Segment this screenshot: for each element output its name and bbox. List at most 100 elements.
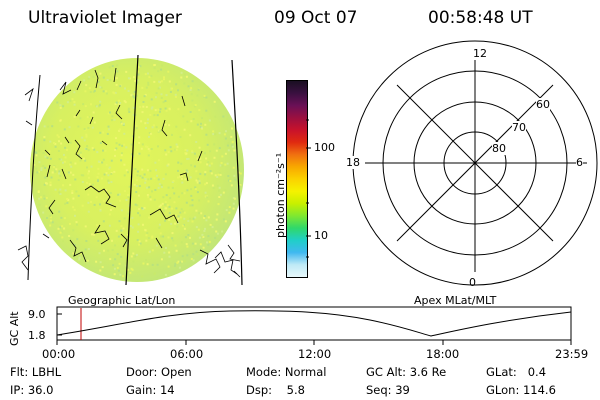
speckle-dot bbox=[138, 136, 141, 139]
speckle-dot bbox=[48, 215, 51, 217]
speckle-dot bbox=[171, 232, 174, 235]
speckle-layer bbox=[33, 64, 242, 278]
speckle-dot bbox=[167, 70, 170, 73]
speckle-dot bbox=[218, 189, 220, 192]
speckle-dot bbox=[177, 215, 180, 218]
speckle-dot bbox=[123, 122, 125, 125]
speckle-dot bbox=[34, 151, 37, 154]
speckle-dot bbox=[160, 258, 163, 261]
speckle-dot bbox=[135, 253, 138, 256]
speckle-dot bbox=[87, 201, 90, 204]
speckle-dot bbox=[163, 203, 166, 206]
speckle-dot bbox=[216, 213, 219, 216]
speckle-dot bbox=[120, 225, 123, 228]
speckle-dot bbox=[216, 184, 219, 187]
speckle-dot bbox=[68, 235, 71, 237]
speckle-dot bbox=[136, 239, 139, 242]
speckle-dot bbox=[116, 64, 119, 67]
speckle-dot bbox=[171, 237, 174, 240]
speckle-dot bbox=[174, 214, 177, 217]
apex-caption: Apex MLat/MLT bbox=[414, 294, 497, 307]
speckle-dot bbox=[132, 76, 135, 79]
speckle-dot bbox=[137, 70, 140, 73]
mlat-label-80: 80 bbox=[492, 142, 506, 155]
speckle-dot bbox=[107, 249, 110, 252]
speckle-dot bbox=[85, 135, 88, 138]
speckle-dot bbox=[212, 133, 215, 136]
speckle-dot bbox=[63, 217, 66, 220]
speckle-dot bbox=[107, 174, 110, 177]
speckle-dot bbox=[114, 103, 117, 106]
speckle-dot bbox=[87, 248, 90, 250]
speckle-dot bbox=[180, 241, 183, 244]
speckle-dot bbox=[204, 123, 207, 126]
speckle-dot bbox=[147, 195, 150, 198]
speckle-dot bbox=[88, 76, 91, 79]
speckle-dot bbox=[71, 98, 74, 101]
speckle-dot bbox=[107, 168, 110, 170]
speckle-dot bbox=[113, 170, 116, 173]
speckle-dot bbox=[120, 209, 123, 212]
speckle-dot bbox=[171, 133, 173, 136]
speckle-dot bbox=[148, 149, 151, 152]
speckle-dot bbox=[130, 143, 133, 146]
longitude-line bbox=[231, 59, 243, 286]
speckle-dot bbox=[168, 124, 171, 127]
speckle-dot bbox=[86, 259, 89, 262]
speckle-dot bbox=[81, 204, 84, 207]
speckle-dot bbox=[223, 133, 226, 136]
speckle-dot bbox=[229, 202, 232, 205]
speckle-dot bbox=[168, 107, 171, 110]
speckle-dot bbox=[72, 229, 75, 232]
speckle-dot bbox=[99, 203, 101, 206]
speckle-dot bbox=[179, 136, 182, 138]
speckle-dot bbox=[147, 237, 150, 240]
title: Ultraviolet Imager bbox=[28, 8, 182, 28]
speckle-dot bbox=[224, 163, 227, 166]
speckle-dot bbox=[158, 86, 161, 89]
speckle-dot bbox=[206, 196, 209, 199]
speckle-dot bbox=[145, 234, 148, 237]
speckle-dot bbox=[123, 100, 126, 103]
uv-disk bbox=[30, 58, 244, 282]
speckle-dot bbox=[144, 93, 147, 96]
time-tick: 06:00 bbox=[170, 347, 204, 361]
speckle-dot bbox=[59, 193, 62, 195]
speckle-dot bbox=[155, 92, 158, 95]
speckle-dot bbox=[167, 265, 170, 268]
speckle-dot bbox=[43, 136, 46, 138]
speckle-dot bbox=[167, 163, 170, 166]
speckle-dot bbox=[179, 261, 182, 264]
speckle-dot bbox=[148, 135, 150, 138]
speckle-dot bbox=[157, 130, 160, 133]
speckle-dot bbox=[75, 190, 78, 193]
speckle-dot bbox=[164, 100, 167, 102]
speckle-dot bbox=[135, 124, 138, 127]
speckle-dot bbox=[192, 118, 195, 120]
speckle-dot bbox=[189, 217, 192, 220]
speckle-dot bbox=[53, 142, 55, 145]
speckle-dot bbox=[159, 108, 162, 111]
speckle-dot bbox=[113, 118, 116, 121]
speckle-dot bbox=[153, 272, 156, 275]
speckle-dot bbox=[36, 171, 39, 174]
speckle-dot bbox=[196, 94, 199, 97]
speckle-dot bbox=[33, 163, 36, 166]
speckle-dot bbox=[216, 176, 219, 178]
speckle-dot bbox=[49, 181, 52, 184]
speckle-dot bbox=[154, 96, 157, 99]
speckle-dot bbox=[131, 187, 134, 190]
speckle-dot bbox=[108, 128, 111, 131]
speckle-dot bbox=[125, 199, 128, 201]
speckle-dot bbox=[221, 230, 224, 233]
speckle-dot bbox=[87, 77, 90, 80]
speckle-dot bbox=[198, 212, 201, 215]
speckle-dot bbox=[118, 262, 121, 265]
speckle-dot bbox=[146, 169, 149, 172]
speckle-dot bbox=[196, 191, 199, 194]
speckle-dot bbox=[132, 95, 135, 98]
speckle-dot bbox=[184, 152, 187, 155]
speckle-dot bbox=[198, 199, 201, 202]
speckle-dot bbox=[38, 203, 41, 206]
